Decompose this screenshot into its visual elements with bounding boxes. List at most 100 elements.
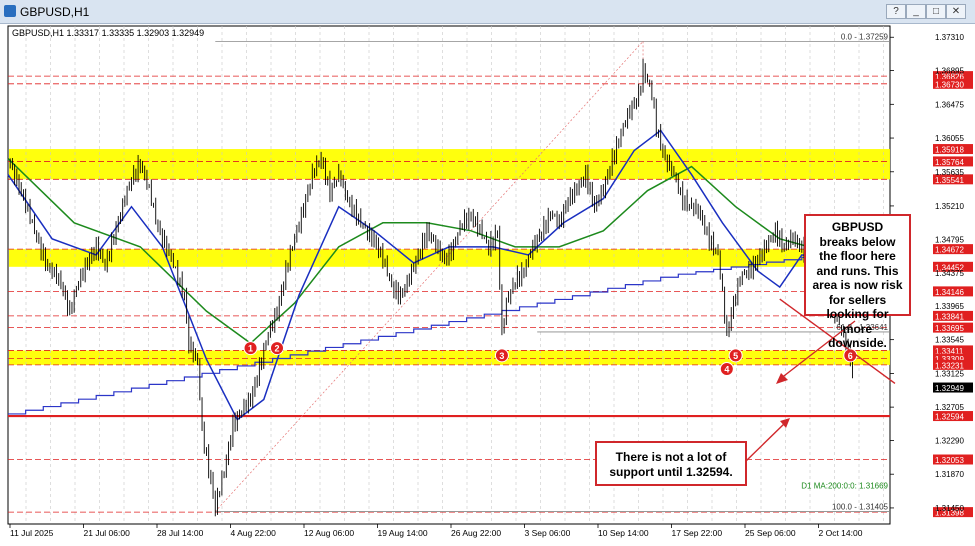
- x-axis-tick-label: 19 Aug 14:00: [378, 528, 428, 538]
- price-axis-label-bg: [933, 144, 973, 155]
- callout-break-below-floor: GBPUSD breaks below the floor here and r…: [804, 214, 911, 350]
- y-axis-tick-label: 1.36475: [935, 100, 964, 109]
- y-axis-tick-label: 1.34795: [935, 235, 964, 244]
- close-button[interactable]: ✕: [946, 4, 966, 19]
- price-axis-label: 1.34672: [935, 246, 964, 255]
- price-axis-label-bg: [933, 286, 973, 297]
- touch-marker-label: 1: [248, 344, 253, 354]
- price-axis-label-bg: [933, 71, 973, 82]
- price-axis-label: 1.35541: [935, 176, 964, 185]
- price-axis-label-bg: [933, 174, 973, 185]
- symbol-label: GBPUSD,H1: [12, 28, 65, 38]
- help-button[interactable]: ?: [886, 4, 906, 19]
- symbol-ohlc-readout: GBPUSD,H1 1.33317 1.33335 1.32903 1.3294…: [12, 28, 204, 38]
- price-axis-label: 1.32594: [935, 413, 964, 422]
- touch-marker: [243, 341, 258, 356]
- x-axis-tick-label: 3 Sep 06:00: [525, 528, 571, 538]
- annotation-arrow-bottom: [744, 421, 787, 463]
- x-axis-tick-label: 25 Sep 06:00: [745, 528, 796, 538]
- y-axis-tick-label: 1.33965: [935, 302, 964, 311]
- window-title: GBPUSD,H1: [20, 5, 90, 19]
- y-axis-tick-label: 1.34375: [935, 269, 964, 278]
- y-axis-tick-label: 1.33125: [935, 369, 964, 378]
- annotation-arrowhead-bottom: [780, 418, 790, 428]
- annotation-arrowhead-top: [776, 373, 788, 384]
- ohlc-values: 1.33317 1.33335 1.32903 1.32949: [66, 28, 205, 38]
- touch-marker-label: 6: [848, 351, 853, 361]
- touch-marker: [728, 348, 743, 363]
- support-resistance-zone: [9, 350, 890, 365]
- price-axis-label-bg: [933, 382, 973, 393]
- maximize-button[interactable]: □: [926, 4, 946, 19]
- price-axis-label-bg: [933, 454, 973, 465]
- x-axis-tick-label: 12 Aug 06:00: [304, 528, 354, 538]
- price-axis-label: 1.34452: [935, 263, 964, 272]
- touch-marker: [270, 341, 285, 356]
- title-bar: GBPUSD,H1 ? _ □ ✕: [0, 0, 975, 24]
- y-axis-tick-label: 1.35635: [935, 168, 964, 177]
- price-axis-label-bg: [933, 322, 973, 333]
- x-axis-tick-label: 17 Sep 22:00: [672, 528, 723, 538]
- touch-marker-label: 4: [724, 364, 729, 374]
- minimize-button[interactable]: _: [906, 4, 926, 19]
- price-axis-label-bg: [933, 359, 973, 370]
- price-axis-label: 1.35918: [935, 146, 964, 155]
- price-axis-label: 1.33309: [935, 355, 964, 364]
- support-resistance-zone: [9, 249, 890, 267]
- y-axis-tick-label: 1.36055: [935, 134, 964, 143]
- price-axis-label: 1.32053: [935, 456, 964, 465]
- y-axis-tick-label: 1.36895: [935, 67, 964, 76]
- price-axis-label-bg: [933, 353, 973, 364]
- price-axis-label: 1.32949: [935, 384, 964, 393]
- touch-marker-label: 5: [733, 351, 738, 361]
- price-axis-label: 1.36730: [935, 80, 964, 89]
- fib-level-label: 100.0 - 1.31405: [832, 503, 889, 512]
- annotation-trendline: [779, 298, 896, 385]
- x-axis-tick-label: 21 Jul 06:00: [84, 528, 131, 538]
- fib-level-label: 61.8 - 1.33641: [836, 323, 888, 332]
- price-axis-label-bg: [933, 345, 973, 356]
- price-chart[interactable]: 1 2 3 4 5 6 1.36826 1.36730 1.35918 1.35764 1.3554…: [0, 24, 975, 546]
- price-axis-label: 1.35764: [935, 158, 964, 167]
- annotation-arrow-top: [779, 320, 856, 380]
- callout-support-1-32594: There is not a lot of support until 1.32…: [595, 441, 747, 486]
- d1-ma-label: D1 MA:200:0:0: 1.31669: [801, 481, 888, 490]
- price-axis-label: 1.33411: [935, 347, 964, 356]
- price-axis-label-bg: [933, 507, 973, 518]
- price-axis-label: 1.34146: [935, 288, 964, 297]
- price-axis-label-bg: [933, 310, 973, 321]
- touch-marker: [719, 361, 734, 376]
- touch-marker-label: 2: [275, 344, 280, 354]
- price-axis-label-bg: [933, 78, 973, 89]
- y-axis-tick-label: 1.31870: [935, 470, 964, 479]
- x-axis-tick-label: 4 Aug 22:00: [231, 528, 277, 538]
- price-axis-label: 1.33695: [935, 324, 964, 333]
- x-axis-tick-label: 10 Sep 14:00: [598, 528, 649, 538]
- price-axis-label-bg: [933, 261, 973, 272]
- y-axis-tick-label: 1.35210: [935, 202, 964, 211]
- y-axis-tick-label: 1.33545: [935, 336, 964, 345]
- x-axis-tick-label: 11 Jul 2025: [10, 528, 54, 538]
- chart-window-icon: [4, 5, 16, 17]
- fib-trendline: [215, 41, 644, 512]
- fib-level-label: 0.0 - 1.37259: [841, 32, 889, 41]
- price-axis-label-bg: [933, 244, 973, 255]
- touch-marker-label: 3: [499, 351, 504, 361]
- price-axis-label: 1.31398: [935, 509, 964, 518]
- x-axis-tick-label: 2 Oct 14:00: [819, 528, 863, 538]
- price-axis-label: 1.33841: [935, 312, 964, 321]
- y-axis-tick-label: 1.32705: [935, 403, 964, 412]
- touch-marker: [494, 348, 509, 363]
- price-axis-label-bg: [933, 156, 973, 167]
- price-axis-label: 1.36826: [935, 73, 964, 82]
- price-axis-label-bg: [933, 411, 973, 422]
- support-resistance-zone: [9, 149, 890, 180]
- x-axis-tick-label: 26 Aug 22:00: [451, 528, 501, 538]
- y-axis-tick-label: 1.32290: [935, 436, 964, 445]
- x-axis-tick-label: 28 Jul 14:00: [157, 528, 204, 538]
- y-axis-tick-label: 1.37310: [935, 33, 964, 42]
- y-axis-tick-label: 1.31450: [935, 504, 964, 513]
- price-axis-label: 1.33231: [935, 361, 964, 370]
